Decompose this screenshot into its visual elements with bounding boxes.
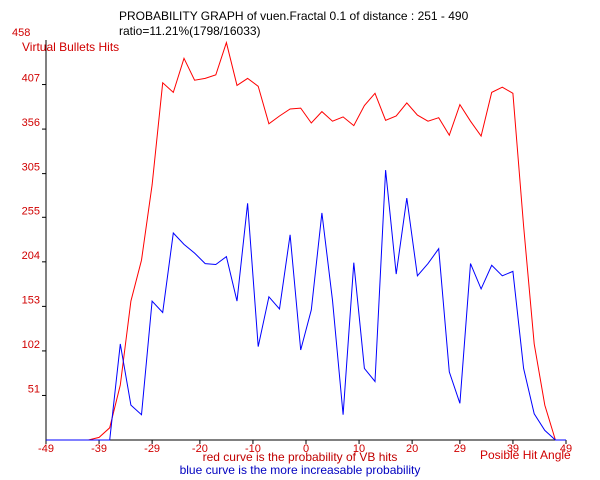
y-tick-label: 255 bbox=[22, 205, 40, 217]
x-ticks: -49 -39 -29 -20 -10 0 10 20 29 39 49 bbox=[38, 440, 572, 455]
y-tick-label: 204 bbox=[22, 250, 40, 262]
chart-title: PROBABILITY GRAPH of vuen.Fractal 0.1 of… bbox=[119, 9, 469, 23]
blue-series-line bbox=[46, 170, 566, 441]
series-lines bbox=[46, 40, 566, 441]
y-tick-label: 102 bbox=[22, 339, 40, 351]
y-tick-label: 305 bbox=[22, 162, 40, 174]
y-ticks: 51 102 153 204 255 305 356 407 bbox=[22, 73, 46, 396]
red-curve-caption: red curve is the probability of VB hits bbox=[202, 450, 398, 464]
x-tick-label: -10 bbox=[245, 443, 261, 455]
x-tick-label: -39 bbox=[91, 443, 107, 455]
x-tick-label: 39 bbox=[507, 443, 519, 455]
x-tick-label: 10 bbox=[353, 443, 365, 455]
x-tick-label: -29 bbox=[144, 443, 160, 455]
blue-curve-caption: blue curve is the more increasable proba… bbox=[179, 463, 421, 477]
x-tick-label: 49 bbox=[560, 443, 572, 455]
x-axis-label: Posible Hit Angle bbox=[480, 448, 571, 462]
red-series-line bbox=[46, 40, 566, 441]
ratio-text: ratio=11.21%(1798/16033) bbox=[119, 24, 261, 38]
y-max-label: 458 bbox=[12, 27, 30, 39]
y-tick-label: 51 bbox=[28, 383, 40, 395]
x-tick-label: -49 bbox=[38, 443, 54, 455]
y-tick-label: 407 bbox=[22, 73, 40, 85]
x-tick-label: -20 bbox=[192, 443, 208, 455]
x-tick-label: 29 bbox=[454, 443, 466, 455]
y-axis-label: Virtual Bullets Hits bbox=[22, 40, 120, 54]
x-tick-label: 20 bbox=[406, 443, 418, 455]
x-tick-label: 0 bbox=[303, 443, 309, 455]
y-tick-label: 153 bbox=[22, 294, 40, 306]
y-tick-label: 356 bbox=[22, 117, 40, 129]
